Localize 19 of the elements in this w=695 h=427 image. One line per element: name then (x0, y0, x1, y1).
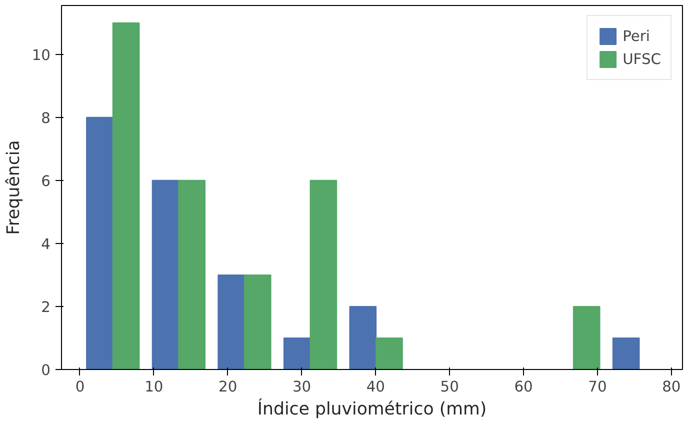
y-tick-label: 10 (32, 46, 51, 64)
x-tick-label: 70 (588, 378, 607, 396)
legend-label: UFSC (622, 50, 661, 68)
x-tick-label: 30 (292, 378, 312, 396)
x-tick-label: 50 (440, 378, 459, 396)
x-tick-label: 0 (75, 378, 85, 396)
x-tick-label: 60 (514, 378, 533, 396)
y-tick-label: 8 (41, 110, 51, 127)
legend-label: Peri (622, 28, 650, 44)
y-tick-label: 0 (41, 362, 51, 379)
x-tick-label: 10 (144, 378, 164, 396)
x-tick-label: 40 (366, 378, 386, 396)
y-tick-label: 2 (41, 298, 51, 316)
x-axis-title: Índice pluviométrico (mm) (257, 398, 487, 420)
x-tick-label: 20 (218, 378, 238, 396)
y-axis-title: Frequência (4, 140, 24, 235)
x-tick-label: 80 (662, 378, 681, 396)
y-tick-label: 4 (41, 236, 51, 253)
y-tick-label: 6 (41, 172, 51, 190)
